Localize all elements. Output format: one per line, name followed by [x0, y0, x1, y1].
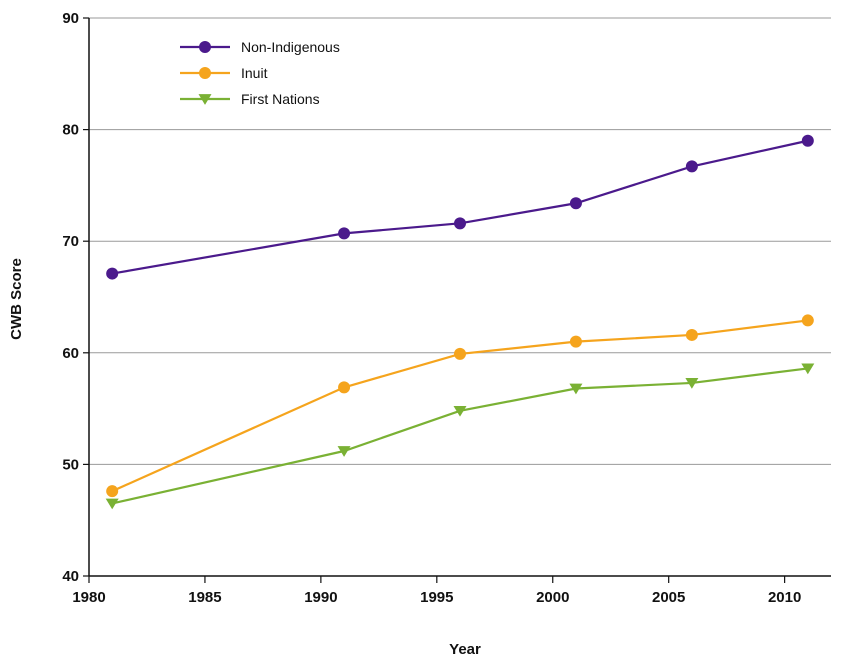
series-line-non-indigenous: [111, 139, 809, 275]
x-tick-label: 1980: [72, 589, 105, 606]
legend-label-first-nations: First Nations: [241, 91, 320, 107]
data-point-non-indigenous: [454, 217, 466, 230]
data-point-inuit: [569, 335, 582, 348]
y-tick-label: 50: [62, 456, 79, 473]
legend: Non-Indigenous Inuit First Nations: [180, 39, 340, 107]
data-point-non-indigenous: [338, 227, 351, 240]
legend-marker-non-indigenous: [199, 41, 211, 53]
series-line-first-nations: [111, 367, 808, 505]
legend-marker-first-nations: [198, 94, 212, 105]
data-point-first-nations: [685, 378, 699, 389]
x-tick-label: 1985: [188, 589, 221, 606]
y-tick-label: 70: [62, 233, 79, 250]
x-tick-label: 1995: [420, 589, 453, 606]
series-inuit: [106, 314, 814, 498]
data-point-inuit: [685, 328, 698, 341]
x-tick-label: 2005: [652, 589, 685, 606]
legend-label-inuit: Inuit: [241, 65, 268, 81]
legend-item-non-indigenous: Non-Indigenous: [180, 39, 340, 55]
axes: 40 50 60 70 80 90 1980 1985 1990 1995 2000 2005 2010: [62, 10, 831, 606]
y-tick-label: 80: [62, 122, 79, 139]
series-line-inuit: [111, 319, 808, 493]
series-non-indigenous: [106, 134, 814, 280]
data-point-inuit: [338, 381, 351, 394]
series-layer: [105, 134, 815, 510]
x-tick-label: 2010: [768, 589, 801, 606]
y-tick-label: 40: [62, 568, 79, 585]
data-point-first-nations: [801, 363, 815, 375]
legend-item-first-nations: First Nations: [180, 91, 320, 107]
y-tick-label: 90: [62, 10, 79, 27]
legend-marker-inuit: [199, 67, 211, 79]
data-point-non-indigenous: [801, 134, 814, 147]
y-tick-label: 60: [62, 345, 79, 362]
data-point-non-indigenous: [569, 197, 582, 210]
data-point-non-indigenous: [106, 267, 119, 280]
legend-label-non-indigenous: Non-Indigenous: [241, 39, 340, 55]
x-tick-label: 2000: [536, 589, 569, 606]
series-first-nations: [105, 363, 815, 510]
data-point-first-nations: [105, 498, 119, 510]
x-tick-label: 1990: [304, 589, 337, 606]
data-point-inuit: [106, 485, 119, 498]
grid: [89, 17, 831, 465]
data-point-inuit: [801, 314, 814, 327]
y-axis-title: CWB Score: [8, 258, 25, 340]
data-point-first-nations: [453, 405, 467, 417]
x-axis-title: Year: [449, 641, 481, 658]
data-point-first-nations: [337, 446, 351, 457]
data-point-first-nations: [569, 383, 583, 395]
data-point-non-indigenous: [685, 160, 698, 173]
legend-item-inuit: Inuit: [180, 65, 268, 81]
data-point-inuit: [454, 347, 466, 360]
